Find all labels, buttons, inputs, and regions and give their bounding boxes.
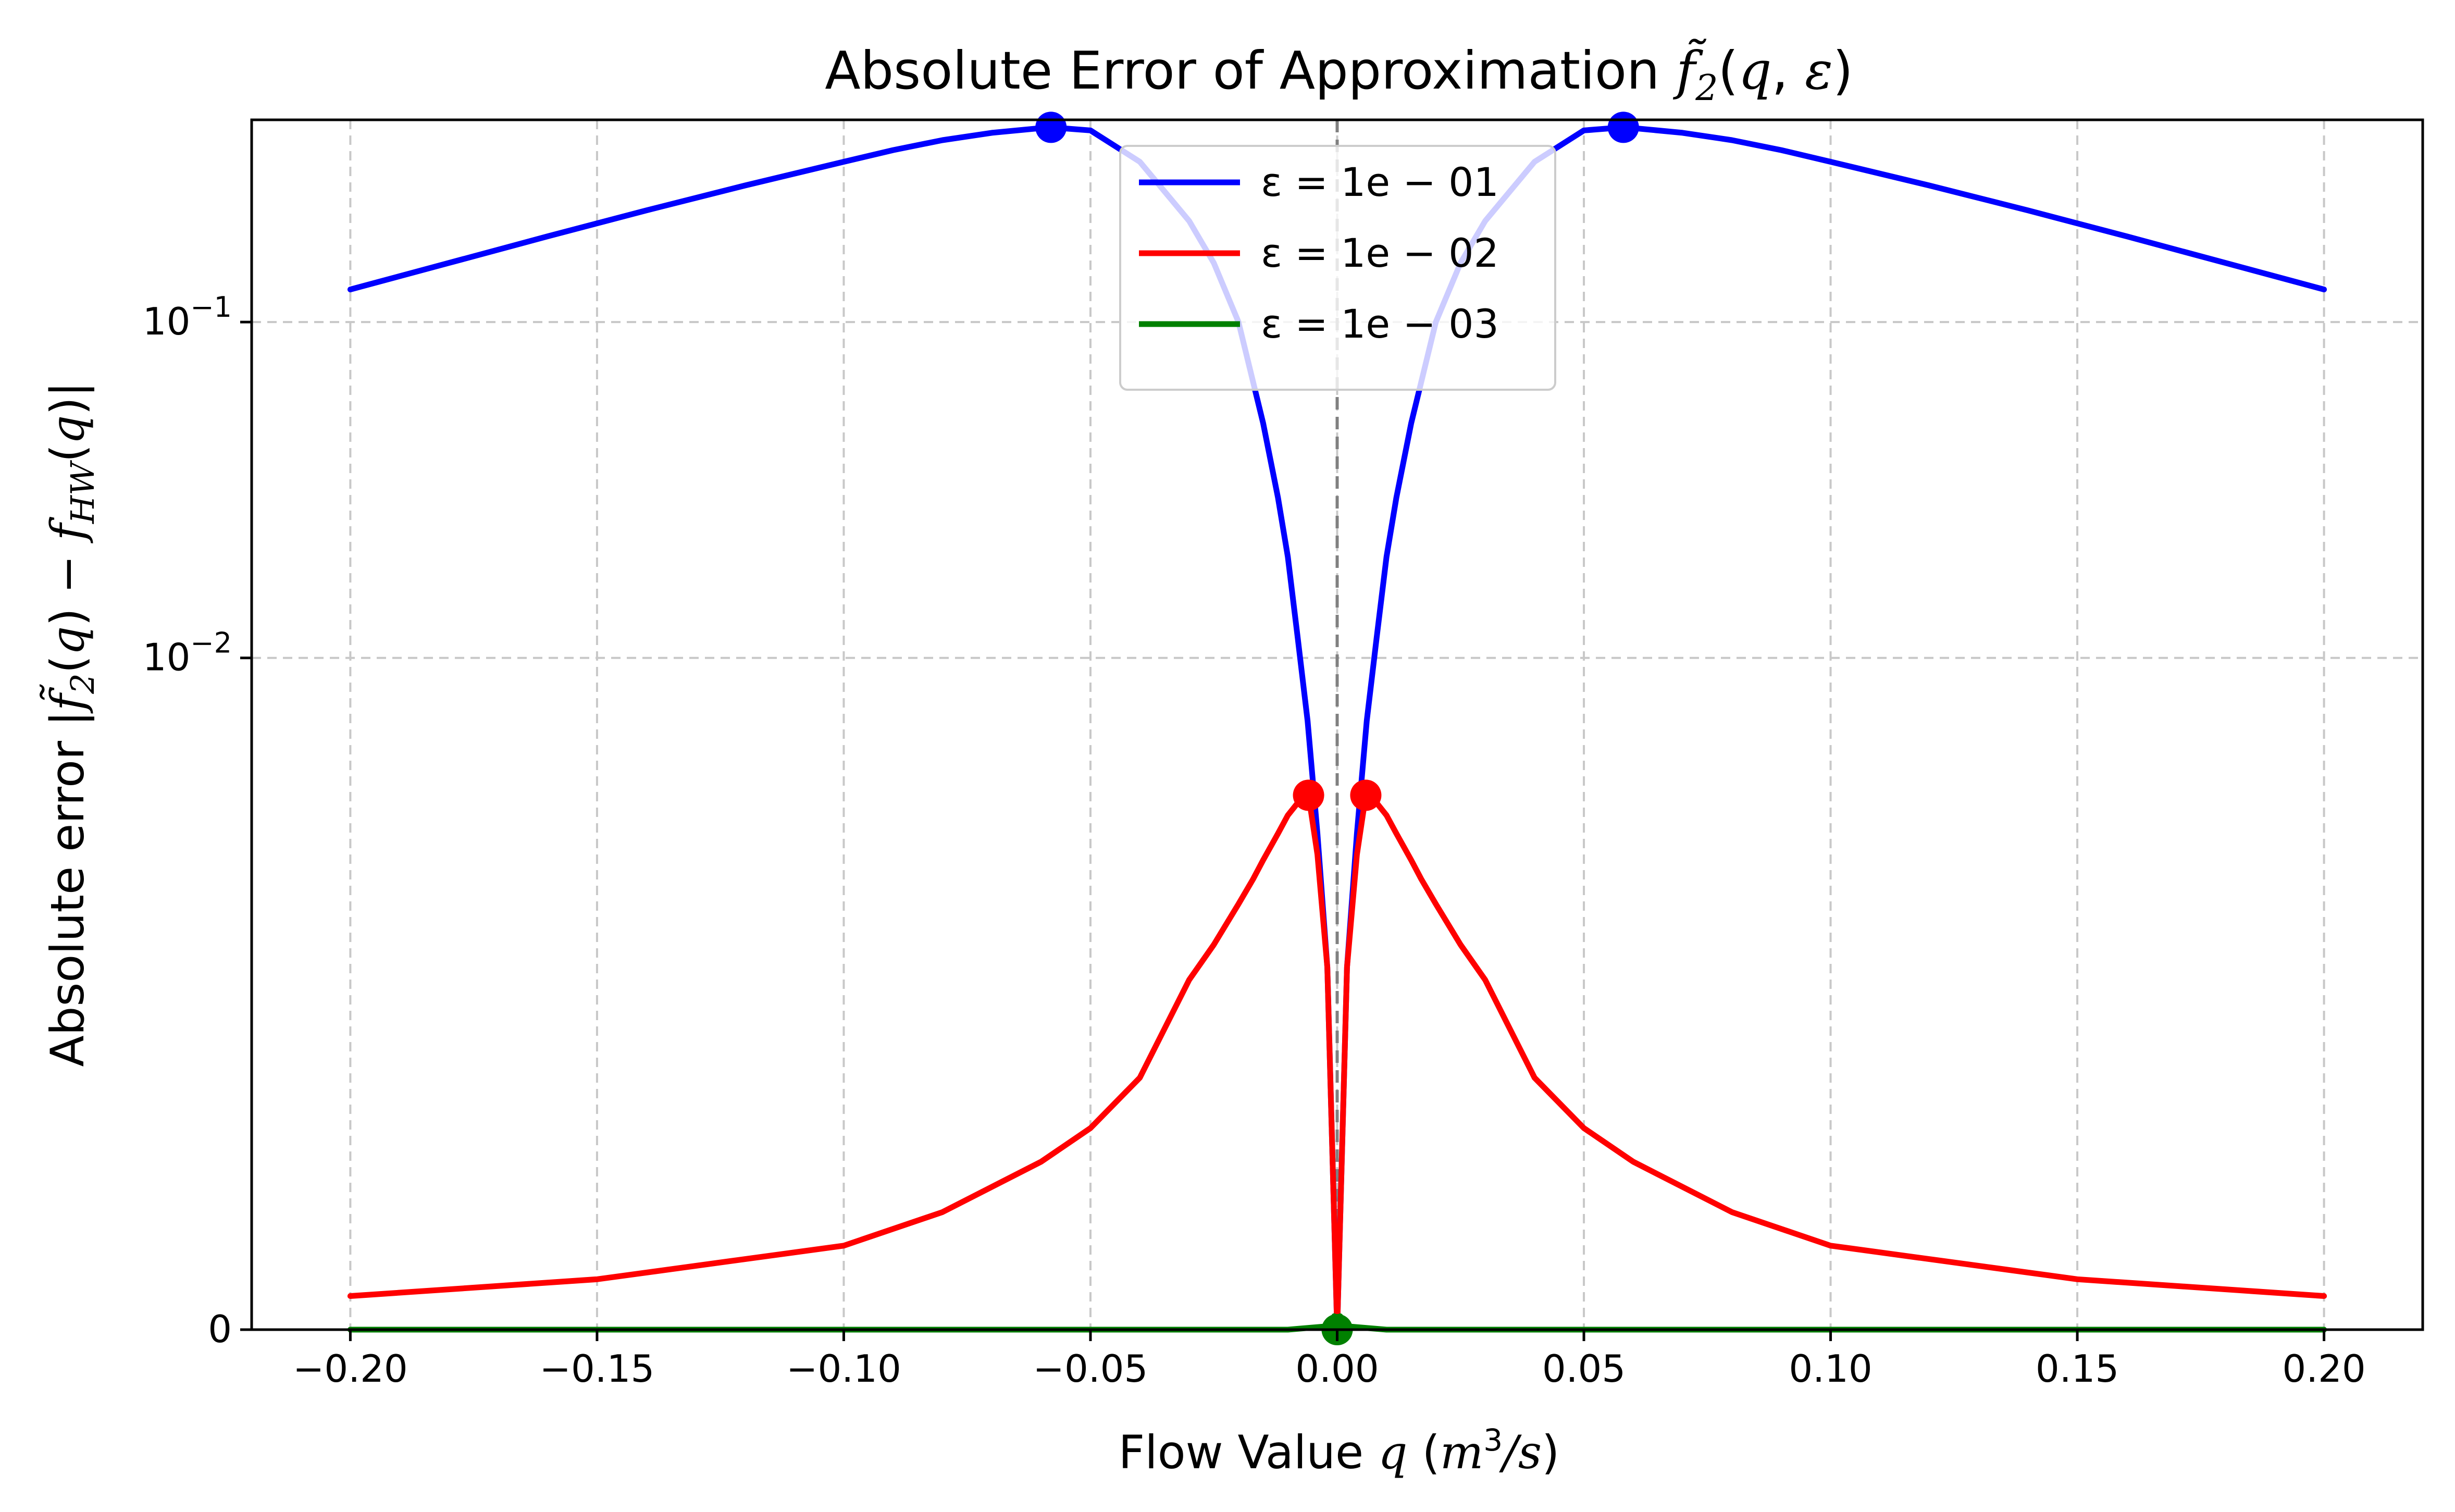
x-tick-label: 0.20 (2282, 1347, 2365, 1391)
x-tick-label: −0.20 (293, 1347, 408, 1391)
legend-label-1: ε = 1e − 01 (1261, 159, 1499, 205)
x-tick-label: −0.05 (1033, 1347, 1148, 1391)
series-marker-1 (1607, 111, 1639, 143)
ticks: −0.20 −0.15 −0.10 −0.05 0.00 0.05 0.10 0.15 0.20… (143, 291, 2366, 1391)
x-tick-label: 0.10 (1789, 1347, 1872, 1391)
y-tick-label: 10−2 (143, 627, 232, 679)
x-tick-label: 0.00 (1295, 1347, 1379, 1391)
series-marker-1 (1035, 111, 1067, 143)
chart-title: Absolute Error of Approximation f̃2(q, ε… (825, 39, 1853, 109)
legend-box (1119, 145, 1556, 391)
series-marker-2 (1350, 779, 1382, 811)
x-axis-label: Flow Value q (m3/s) (1119, 1422, 1560, 1479)
x-tick-label: −0.10 (786, 1347, 901, 1391)
series-marker-2 (1293, 779, 1324, 811)
x-tick-label: 0.05 (1542, 1347, 1626, 1391)
x-tick-label: −0.15 (540, 1347, 655, 1391)
legend: ε = 1e − 01 ε = 1e − 02 ε = 1e − 03 (1119, 145, 1556, 391)
y-tick-label: 0 (208, 1307, 232, 1351)
x-tick-label: 0.15 (2036, 1347, 2119, 1391)
y-tick-label: 10−1 (143, 291, 232, 343)
legend-label-3: ε = 1e − 03 (1261, 301, 1499, 347)
legend-label-2: ε = 1e − 02 (1261, 230, 1499, 276)
